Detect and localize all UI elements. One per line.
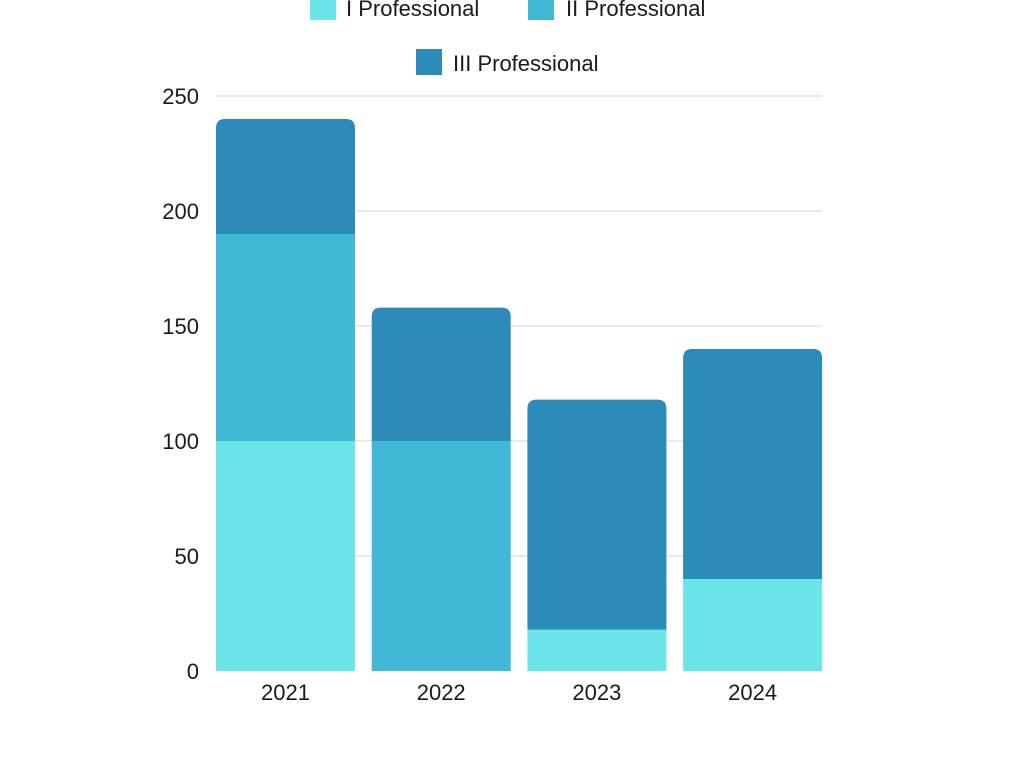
y-axis: 0 50 100 150 200 250 [162, 84, 199, 684]
x-tick-label: 2022 [417, 680, 466, 705]
legend-swatch-1 [310, 0, 336, 20]
x-tick-label: 2021 [261, 680, 310, 705]
bars [216, 119, 823, 671]
y-tick-label: 250 [162, 84, 199, 109]
legend-label-3: III Professional [453, 51, 599, 76]
x-tick-label: 2024 [728, 680, 777, 705]
legend-swatch-2 [528, 0, 554, 20]
bar-segment-3-2024 [683, 349, 823, 579]
bar-segment-2-2022 [371, 441, 511, 671]
x-tick-label: 2023 [572, 680, 621, 705]
bar-segment-1-2021 [216, 441, 355, 671]
legend-label-2: II Professional [566, 0, 705, 21]
y-tick-label: 100 [162, 429, 199, 454]
bar-segment-3-2021 [216, 119, 355, 234]
y-tick-label: 200 [162, 199, 199, 224]
bar-segment-3-2022 [371, 307, 511, 441]
y-tick-label: 0 [187, 659, 199, 684]
legend-label-1: I Professional [346, 0, 479, 21]
bar-segment-1-2023 [527, 629, 667, 671]
x-axis: 2021 2022 2023 2024 [261, 680, 777, 705]
bar-segment-2-2021 [216, 234, 355, 441]
legend: I Professional II Professional III Profess… [310, 0, 705, 76]
legend-swatch-3 [416, 49, 442, 75]
bar-segment-1-2024 [683, 579, 823, 671]
y-tick-label: 150 [162, 314, 199, 339]
y-tick-label: 50 [175, 544, 199, 569]
bar-segment-3-2023 [527, 399, 667, 630]
